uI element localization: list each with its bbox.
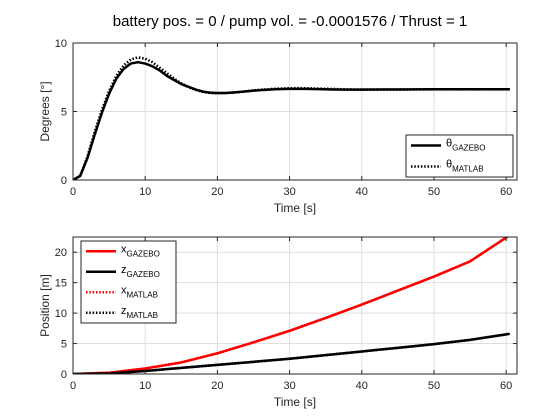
y-tick-label: 15 [55,278,67,290]
legend-entry-sub: MATLAB [452,165,483,174]
x-axis-label: Time [s] [274,395,316,409]
legend-entry: θGAZEBO [446,138,485,153]
legend-entry-sub: GAZEBO [127,270,160,279]
legend-entry: xGAZEBO [121,243,160,258]
legend-entry: zGAZEBO [121,264,160,279]
x-tick-label: 10 [139,380,151,392]
x-tick-label: 0 [70,380,76,392]
x-axis-label: Time [s] [274,201,316,215]
legend-entry-name: θ [446,138,452,150]
legend-entry-sub: GAZEBO [452,144,485,153]
x-tick-label: 40 [356,380,368,392]
y-tick-label: 5 [61,107,67,119]
x-tick-label: 20 [211,186,223,198]
x-tick-label: 10 [139,186,151,198]
y-tick-label: 0 [61,175,67,187]
legend-entry-sub: MATLAB [127,290,158,299]
y-tick-label: 10 [55,308,67,320]
x-tick-label: 20 [211,380,223,392]
axes-box [72,236,518,375]
x-tick-label: 40 [356,186,368,198]
legend-entry: xMATLAB [121,284,158,299]
y-tick-label: 0 [61,369,67,381]
y-tick-label: 20 [55,247,67,259]
x-tick-label: 0 [70,186,76,198]
figure-title: battery pos. = 0 / pump vol. = -0.000157… [113,13,468,30]
legend-entry: θMATLAB [446,159,484,174]
legend-entry-name: x [121,243,127,255]
x-tick-label: 60 [500,380,512,392]
legend-entry-sub: GAZEBO [127,249,160,258]
series-line-θ-matlab [73,56,510,180]
legend-entry-name: z [121,305,127,317]
chart-2: 0 10 20 30 40 50 60 0 5 10 15 20 Time [s] Position [m… [38,236,518,409]
x-tick-label: 50 [428,380,440,392]
legend-entry-name: θ [446,159,452,171]
y-axis-label: Degrees [°] [38,81,52,141]
x-tick-label: 30 [283,186,295,198]
y-axis-label: Position [m] [38,274,52,337]
chart-1: 0 10 20 30 40 50 60 0 5 10 Time [s] Degrees [°] θGAZ… [38,38,518,215]
legend-box [405,134,514,178]
legend-entry-name: z [121,264,127,276]
legend-box [80,240,177,324]
y-tick-label: 10 [55,38,67,50]
legend-entry-name: x [121,284,127,296]
series-line-x-matlab [73,237,510,374]
x-tick-label: 60 [500,186,512,198]
x-tick-label: 30 [283,380,295,392]
legend-entry: zMATLAB [121,305,158,320]
x-tick-label: 50 [428,186,440,198]
y-tick-label: 5 [61,339,67,351]
legend-entry-sub: MATLAB [127,311,158,320]
